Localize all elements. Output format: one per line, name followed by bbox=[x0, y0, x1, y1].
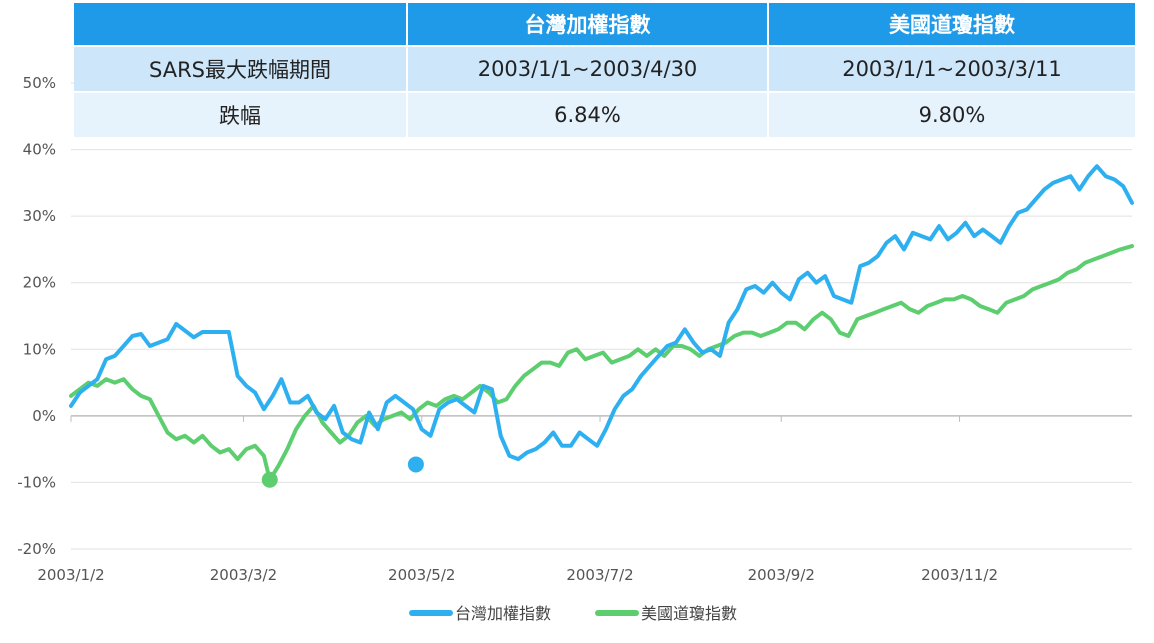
y-tick-label: 0% bbox=[32, 407, 56, 425]
sars-drawdown-table: 台灣加權指數 美國道瓊指數 SARS最大跌幅期間 2003/1/1~2003/4… bbox=[74, 3, 1137, 137]
us-period: 2003/1/1~2003/3/11 bbox=[769, 45, 1137, 91]
x-tick-label: 2003/11/2 bbox=[921, 566, 998, 584]
table-row: SARS最大跌幅期間 2003/1/1~2003/4/30 2003/1/1~2… bbox=[74, 45, 1137, 91]
series-line-tw bbox=[69, 164, 1134, 462]
us-drop-value: 9.80% bbox=[769, 91, 1137, 137]
marker-us-low bbox=[261, 471, 278, 488]
x-tick-label: 2003/7/2 bbox=[566, 566, 633, 584]
series-markers bbox=[261, 456, 424, 488]
y-tick-label: -20% bbox=[17, 540, 56, 558]
table-header-us: 美國道瓊指數 bbox=[769, 3, 1137, 45]
series-line-us bbox=[69, 244, 1134, 482]
y-tick-label: 40% bbox=[23, 141, 56, 159]
y-tick-label: 50% bbox=[23, 74, 56, 92]
x-tick-label: 2003/9/2 bbox=[748, 566, 815, 584]
grid-lines bbox=[71, 82, 1132, 550]
x-tick-label: 2003/1/2 bbox=[37, 566, 104, 584]
y-tick-label: -10% bbox=[17, 473, 56, 491]
table-row: 跌幅 6.84% 9.80% bbox=[74, 91, 1137, 137]
y-tick-label: 10% bbox=[23, 340, 56, 358]
series-lines bbox=[69, 164, 1134, 482]
marker-tw-low bbox=[407, 456, 424, 473]
x-tick-label: 2003/3/2 bbox=[210, 566, 277, 584]
tw-drop-value: 6.84% bbox=[408, 91, 769, 137]
tw-period: 2003/1/1~2003/4/30 bbox=[408, 45, 769, 91]
y-tick-label: 20% bbox=[23, 274, 56, 292]
row-label-drop: 跌幅 bbox=[74, 91, 408, 137]
table-header-row: 台灣加權指數 美國道瓊指數 bbox=[74, 3, 1137, 45]
row-label-period: SARS最大跌幅期間 bbox=[74, 45, 408, 91]
y-tick-label: 30% bbox=[23, 207, 56, 225]
y-axis: -20% -10% 0% 10% 20% 30% 40% 50% bbox=[17, 74, 56, 558]
legend-label-us: 美國道瓊指數 bbox=[641, 604, 737, 623]
x-axis: 2003/1/2 2003/3/2 2003/5/2 2003/7/2 2003/9/2… bbox=[37, 415, 998, 584]
x-tick-label: 2003/5/2 bbox=[388, 566, 455, 584]
legend-label-tw: 台灣加權指數 bbox=[455, 604, 551, 623]
table-header-blank bbox=[74, 3, 408, 45]
table-header-tw: 台灣加權指數 bbox=[408, 3, 769, 45]
legend: 台灣加權指數 美國道瓊指數 bbox=[409, 604, 737, 623]
